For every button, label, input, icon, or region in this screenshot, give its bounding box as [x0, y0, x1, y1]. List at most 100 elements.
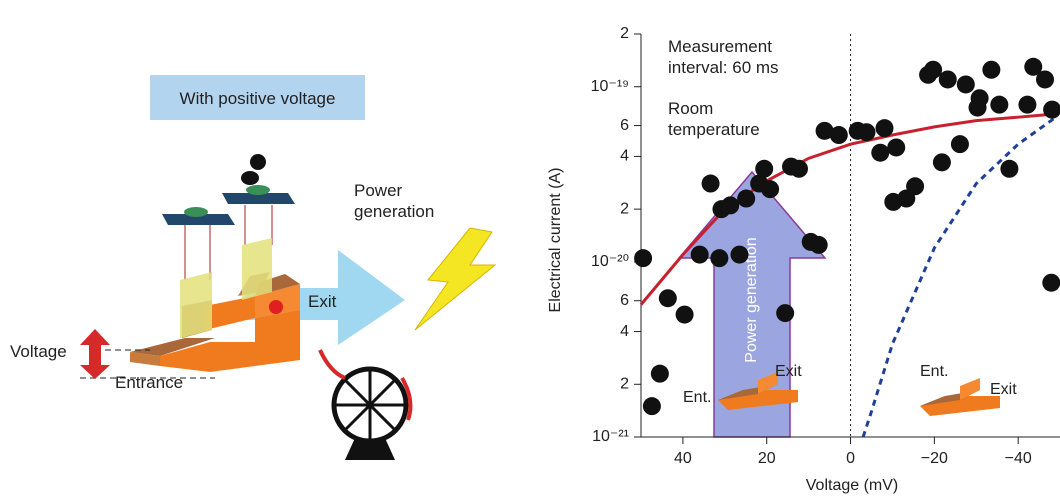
data-point — [801, 232, 820, 251]
switch — [246, 185, 270, 195]
data-point — [906, 177, 925, 196]
data-point — [1018, 95, 1037, 114]
y-axis-label: Electrical current (A) — [547, 168, 564, 313]
inset-label: Ent. — [683, 389, 711, 406]
data-point — [982, 60, 1001, 79]
data-point — [701, 174, 720, 193]
data-point — [857, 123, 876, 142]
theory-curve — [861, 115, 1057, 438]
data-point — [675, 305, 694, 324]
x-tick-label: −20 — [921, 450, 948, 467]
exit-arrow — [245, 250, 405, 345]
stair — [255, 310, 300, 348]
stair — [130, 338, 215, 356]
y-tick-label: 4 — [620, 323, 629, 340]
inset-stair — [920, 396, 1000, 416]
data-point — [761, 180, 780, 199]
data-point — [919, 65, 938, 84]
wheel-spokes — [334, 369, 406, 441]
data-point — [875, 119, 894, 138]
power-arrow — [677, 170, 827, 438]
entrance-label: Entrance — [115, 373, 184, 392]
data-point — [829, 126, 848, 145]
data-point — [642, 397, 661, 416]
rotation-arrow — [400, 376, 413, 421]
y-tick-label: 10⁻²⁰ — [591, 253, 629, 270]
x-tick-label: 0 — [846, 450, 855, 467]
lightning — [414, 227, 497, 331]
data-point — [1000, 159, 1019, 178]
y-tick-label: 4 — [620, 148, 629, 165]
y-tick-label: 2 — [620, 375, 629, 392]
y-tick-label: 10⁻²¹ — [592, 428, 629, 445]
x-axis-label: Voltage (mV) — [806, 477, 898, 494]
switch — [184, 207, 208, 217]
data-point — [634, 249, 653, 268]
data-point — [750, 174, 769, 193]
demon — [241, 171, 259, 185]
exit-label: Exit — [308, 292, 337, 311]
data-point — [650, 364, 669, 383]
data-point — [712, 200, 731, 219]
data-point — [1036, 70, 1055, 89]
fit-curve — [639, 112, 1057, 306]
y-tick-label: 10⁻¹⁹ — [591, 78, 629, 95]
inset-stair — [920, 390, 980, 406]
data-point — [789, 159, 808, 178]
gate — [180, 272, 212, 338]
plate — [162, 214, 235, 225]
inset-label: Exit — [990, 381, 1017, 398]
data-point — [924, 60, 943, 79]
data-point — [990, 95, 1009, 114]
voltage-arrow — [80, 329, 110, 379]
plate — [222, 193, 295, 204]
data-point — [884, 192, 903, 211]
banner-text: With positive voltage — [179, 89, 336, 108]
inset-stair — [718, 390, 798, 410]
x-tick-label: −40 — [1005, 450, 1032, 467]
x-tick-label: 40 — [674, 450, 692, 467]
data-point — [887, 138, 906, 157]
banner-box — [150, 75, 365, 120]
data-point — [1024, 57, 1043, 76]
data-point — [690, 245, 709, 264]
y-tick-label: 2 — [620, 200, 629, 217]
data-point — [956, 75, 975, 94]
data-point — [730, 245, 749, 264]
data-point — [848, 121, 867, 140]
data-point — [782, 157, 801, 176]
stair — [160, 342, 300, 372]
inset-stair — [758, 372, 778, 394]
data-point — [710, 249, 729, 268]
data-point — [815, 121, 834, 140]
data-point — [932, 153, 951, 172]
stair — [130, 352, 160, 366]
particle — [269, 300, 283, 314]
data-point — [737, 189, 756, 208]
gate — [242, 238, 272, 300]
rotation-arrow — [318, 349, 346, 380]
data-point — [938, 70, 957, 89]
annotation: Measurement interval: 60 ms — [668, 37, 779, 77]
annotation: Room temperature — [668, 99, 760, 139]
data-point — [658, 289, 677, 308]
voltage-label: Voltage — [10, 342, 67, 361]
data-point — [897, 189, 916, 208]
inset-label: Exit — [775, 363, 802, 380]
y-tick-label: 2 — [620, 25, 629, 42]
data-point — [970, 89, 989, 108]
power-arrow-label: Power generation — [743, 237, 760, 362]
demon — [250, 154, 266, 170]
inset-stair — [960, 378, 980, 400]
data-point — [776, 304, 795, 323]
power-label: Power generation — [354, 181, 435, 221]
data-point — [1043, 100, 1060, 119]
data-point — [968, 98, 987, 117]
diagram — [80, 75, 497, 460]
data-point — [950, 135, 969, 154]
inset-stair — [718, 384, 778, 400]
stair — [205, 296, 255, 330]
data-point — [809, 235, 828, 254]
data-point — [721, 196, 740, 215]
